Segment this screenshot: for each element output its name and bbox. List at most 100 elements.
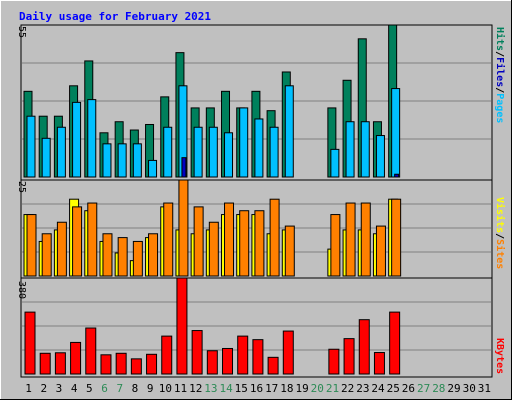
bar-sites-day-11: [178, 179, 189, 277]
day-label-20: 20: [311, 382, 324, 395]
bar-sites-day-1: [26, 214, 37, 277]
bar-sites-day-4: [72, 206, 83, 277]
panel-3-legend-text: KBytes: [494, 338, 505, 374]
bar-files-day-3: [56, 126, 66, 178]
bar-pages-day-25: [394, 173, 400, 178]
panel-3-max-label: 380: [16, 281, 27, 299]
legend-entry-slash-1: /: [494, 51, 505, 57]
bar-kbytes-day-22: [343, 338, 355, 375]
bar-sites-day-17: [269, 198, 280, 277]
legend-entry-files-2: Files: [494, 57, 506, 87]
day-label-19: 19: [295, 382, 308, 395]
bar-sites-day-12: [193, 206, 204, 277]
bar-kbytes-day-13: [206, 350, 218, 375]
day-label-5: 5: [86, 382, 93, 395]
panel-2-max-label: 25: [16, 181, 27, 193]
bar-kbytes-day-2: [39, 352, 51, 375]
bar-files-day-6: [102, 143, 112, 178]
bar-kbytes-day-14: [222, 347, 234, 375]
day-label-8: 8: [132, 382, 139, 395]
bar-files-day-13: [208, 126, 218, 178]
bar-kbytes-day-3: [54, 352, 66, 375]
bar-files-day-25: [391, 88, 401, 178]
legend-entry-slash-1: /: [494, 233, 505, 239]
bar-sites-day-10: [163, 202, 174, 277]
day-label-2: 2: [40, 382, 47, 395]
day-label-3: 3: [56, 382, 63, 395]
bar-kbytes-day-6: [100, 354, 112, 375]
bar-files-day-23: [360, 121, 370, 178]
bar-kbytes-day-9: [146, 353, 158, 375]
bar-files-day-1: [26, 115, 36, 178]
legend-entry-hits-0: Hits: [494, 27, 506, 51]
bar-kbytes-day-18: [282, 330, 294, 375]
bar-files-day-10: [163, 126, 173, 178]
day-label-18: 18: [280, 382, 293, 395]
bar-files-day-12: [193, 126, 203, 178]
bar-files-day-7: [117, 143, 127, 178]
day-label-17: 17: [265, 382, 278, 395]
bar-sites-day-16: [254, 210, 265, 277]
bar-files-day-2: [41, 137, 51, 178]
bar-sites-day-9: [148, 233, 159, 277]
bar-kbytes-day-12: [191, 330, 203, 375]
day-label-12: 12: [189, 382, 202, 395]
bar-sites-day-2: [41, 233, 52, 277]
day-label-21: 21: [326, 382, 339, 395]
day-label-14: 14: [219, 382, 233, 395]
bar-sites-day-13: [208, 221, 219, 277]
bar-kbytes-day-15: [237, 335, 249, 375]
bar-kbytes-day-5: [85, 327, 97, 375]
bar-kbytes-day-1: [24, 311, 36, 375]
bar-files-day-15: [239, 107, 249, 178]
bar-sites-day-7: [117, 237, 128, 277]
panel-1-legend: Hits/Files/Pages: [494, 27, 506, 123]
bar-files-day-22: [345, 121, 355, 178]
panel-2-legend: Visits/Sites: [494, 197, 506, 269]
bar-pages-day-11: [181, 157, 187, 178]
bar-sites-day-23: [360, 202, 371, 277]
legend-entry-kbytes-0: KBytes: [494, 338, 505, 374]
bar-sites-day-25: [391, 198, 402, 277]
bar-kbytes-day-17: [267, 356, 279, 375]
day-label-6: 6: [101, 382, 108, 395]
panel-1-max-label: 55: [16, 26, 27, 38]
day-label-26: 26: [402, 382, 415, 395]
bar-files-day-21: [330, 148, 340, 178]
panel-visits-sites: 25 Visits/Sites: [16, 179, 506, 279]
bar-files-day-4: [72, 101, 82, 178]
legend-entry-sites-2: Sites: [494, 239, 506, 269]
legend-entry-slash-3: /: [494, 87, 505, 93]
bar-sites-day-6: [102, 233, 113, 277]
bar-files-day-24: [375, 135, 385, 178]
bar-sites-day-15: [239, 210, 250, 277]
legend-entry-pages-4: Pages: [494, 93, 505, 123]
bar-kbytes-day-7: [115, 352, 127, 375]
bar-sites-day-18: [284, 225, 295, 277]
bar-files-day-18: [284, 85, 294, 178]
day-label-24: 24: [371, 382, 385, 395]
day-label-31: 31: [478, 382, 491, 395]
bar-files-day-5: [87, 99, 97, 178]
day-label-29: 29: [447, 382, 460, 395]
panel-3-bars: [22, 277, 491, 375]
panel-hits-files-pages: 55 Hits/Files/Pages: [16, 24, 506, 181]
day-label-27: 27: [417, 382, 430, 395]
bar-kbytes-day-23: [358, 319, 370, 375]
bar-kbytes-day-16: [252, 339, 264, 375]
bar-kbytes-day-11: [176, 277, 188, 375]
bar-files-day-9: [148, 159, 158, 178]
day-label-13: 13: [204, 382, 217, 395]
day-label-9: 9: [147, 382, 154, 395]
bar-sites-day-5: [87, 202, 98, 277]
day-label-22: 22: [341, 382, 354, 395]
x-axis-day-labels: 1 2 3 4 5 6 7 8 9 10 11 12 13 14 15 16 17 18 19 20 21 22 23 24 2…: [25, 382, 491, 395]
bar-kbytes-day-21: [328, 348, 340, 375]
day-label-1: 1: [25, 382, 32, 395]
day-label-15: 15: [235, 382, 248, 395]
bar-kbytes-day-25: [389, 311, 401, 375]
bar-sites-day-24: [375, 225, 386, 277]
day-label-28: 28: [432, 382, 445, 395]
bar-sites-day-14: [224, 202, 235, 277]
